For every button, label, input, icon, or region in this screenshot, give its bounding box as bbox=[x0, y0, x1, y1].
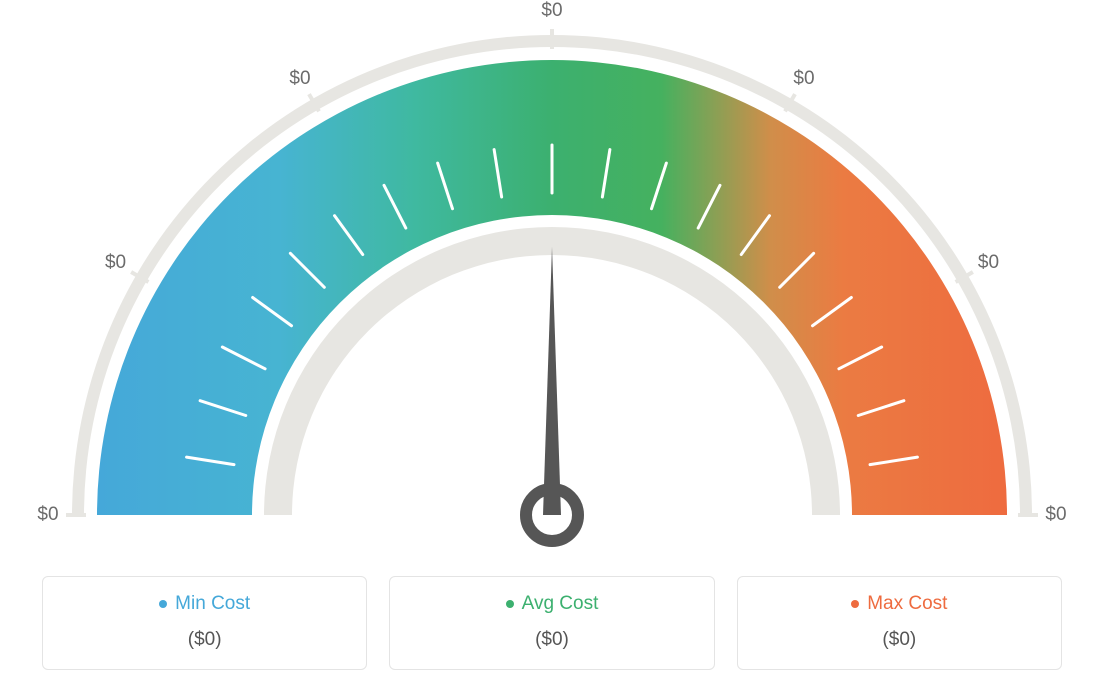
legend-title-avg: Avg Cost bbox=[506, 593, 599, 615]
gauge-svg bbox=[0, 0, 1104, 560]
legend-title-max: Max Cost bbox=[851, 593, 947, 615]
legend-card-avg: Avg Cost ($0) bbox=[389, 576, 714, 670]
gauge-tick-label: $0 bbox=[541, 0, 562, 22]
legend-value-avg: ($0) bbox=[400, 629, 703, 651]
legend-title-min: Min Cost bbox=[159, 593, 250, 615]
gauge-tick-label: $0 bbox=[1045, 504, 1066, 526]
legend-row: Min Cost ($0) Avg Cost ($0) Max Cost ($0… bbox=[0, 576, 1104, 670]
gauge-tick-label: $0 bbox=[978, 252, 999, 274]
legend-label: Max Cost bbox=[867, 593, 947, 615]
dot-icon bbox=[159, 600, 167, 608]
legend-value-min: ($0) bbox=[53, 629, 356, 651]
gauge-tick-label: $0 bbox=[37, 504, 58, 526]
dot-icon bbox=[506, 600, 514, 608]
legend-card-max: Max Cost ($0) bbox=[737, 576, 1062, 670]
legend-label: Min Cost bbox=[175, 593, 250, 615]
legend-label: Avg Cost bbox=[522, 593, 599, 615]
gauge-chart: $0 $0 $0 $0 $0 $0 $0 bbox=[0, 0, 1104, 560]
gauge-tick-label: $0 bbox=[289, 68, 310, 90]
gauge-tick-label: $0 bbox=[105, 252, 126, 274]
legend-value-max: ($0) bbox=[748, 629, 1051, 651]
gauge-tick-label: $0 bbox=[793, 68, 814, 90]
legend-card-min: Min Cost ($0) bbox=[42, 576, 367, 670]
dot-icon bbox=[851, 600, 859, 608]
